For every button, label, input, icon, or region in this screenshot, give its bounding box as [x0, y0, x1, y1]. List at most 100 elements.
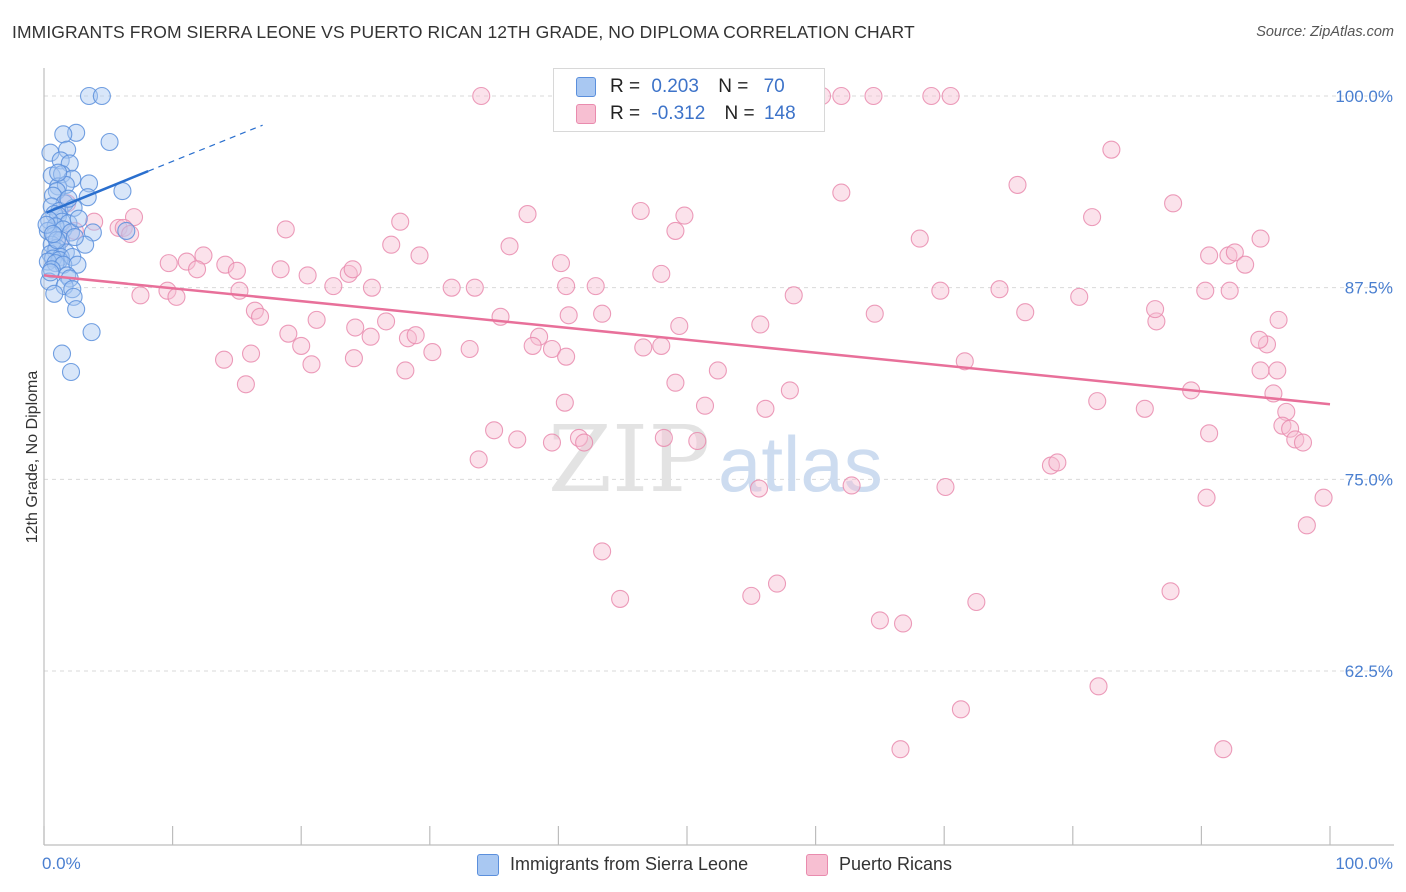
legend-label: Puerto Ricans	[839, 854, 953, 874]
puerto-ricans-point-4	[864, 86, 883, 106]
puerto-ricans-point-130	[1314, 488, 1333, 507]
source-credit: Source: ZipAtlas.com	[1256, 24, 1394, 40]
puerto-ricans-point-17	[391, 212, 410, 231]
trend-lines	[43, 124, 1331, 406]
puerto-ricans-point-66	[250, 307, 270, 326]
puerto-ricans-point-143	[1214, 740, 1233, 759]
puerto-ricans-point-102	[1281, 419, 1300, 438]
puerto-ricans-point-68	[346, 318, 365, 337]
puerto-ricans-point-84	[292, 336, 311, 355]
puerto-ricans-point-75	[559, 306, 578, 325]
n-label: N =	[724, 103, 755, 124]
puerto-ricans-point-83	[279, 324, 298, 343]
puerto-ricans-point-24	[1008, 175, 1027, 194]
puerto-ricans-point-28	[382, 235, 401, 254]
sierra-leone-point-59	[82, 323, 101, 342]
puerto-ricans-point-79	[865, 304, 884, 323]
puerto-ricans-point-56	[1196, 281, 1215, 300]
puerto-ricans-point-36	[216, 255, 235, 274]
puerto-ricans-point-128	[1048, 453, 1067, 472]
puerto-ricans-point-30	[500, 237, 519, 256]
puerto-ricans-point-90	[542, 339, 562, 359]
x-tick-label-min: 0.0%	[42, 854, 81, 873]
sierra-leone-point-69	[65, 228, 84, 247]
legend-swatch-pink	[806, 854, 828, 876]
sierra-leone-point-3	[54, 125, 73, 144]
puerto-ricans-point-85	[302, 355, 321, 374]
puerto-ricans-point-87	[423, 343, 442, 362]
y-tick-labels: 62.5% 75.0% 87.5% 100.0%	[1335, 87, 1393, 681]
sierra-leone-point-55	[63, 280, 82, 299]
puerto-ricans-point-37	[227, 261, 246, 280]
r-value: 0.203	[651, 76, 699, 97]
watermark-atlas: atlas	[718, 420, 883, 508]
puerto-ricans-point-118	[575, 433, 594, 452]
puerto-ricans-point-92	[634, 338, 653, 357]
trend-line-puerto-ricans	[43, 274, 1331, 406]
puerto-ricans-point-61	[1236, 255, 1255, 274]
puerto-ricans-point-137	[893, 614, 913, 633]
sierra-leone-point-64	[41, 263, 60, 282]
y-tick-label-3: 100.0%	[1335, 87, 1393, 106]
puerto-ricans-point-69	[361, 327, 380, 346]
puerto-ricans-point-123	[542, 433, 562, 452]
puerto-ricans-point-58	[1225, 243, 1244, 262]
sierra-leone-point-58	[67, 300, 86, 319]
legend-swatch-pink	[576, 104, 596, 124]
puerto-ricans-point-113	[1135, 399, 1154, 418]
puerto-ricans-point-33	[159, 254, 178, 273]
puerto-ricans-point-97	[1268, 361, 1287, 380]
trend-line-sierra-leone-dashed	[147, 124, 263, 172]
puerto-ricans-point-22	[910, 229, 929, 248]
puerto-ricans-point-47	[586, 277, 605, 296]
puerto-ricans-point-59	[1200, 246, 1219, 265]
puerto-ricans-point-44	[442, 278, 461, 297]
puerto-ricans-point-39	[298, 266, 317, 285]
watermark: ZIP atlas	[548, 406, 883, 513]
r-label: R =	[610, 76, 641, 97]
puerto-ricans-point-5	[922, 86, 941, 106]
puerto-ricans-point-74	[530, 327, 549, 346]
legend-swatch-blue	[576, 77, 596, 97]
puerto-ricans-point-93	[652, 336, 671, 355]
puerto-ricans-point-144	[1070, 287, 1089, 306]
puerto-ricans-point-131	[1297, 516, 1316, 535]
puerto-ricans-point-43	[362, 278, 381, 297]
puerto-ricans-point-120	[688, 431, 707, 451]
puerto-ricans-point-42	[343, 260, 362, 279]
puerto-ricans-point-91	[557, 347, 576, 366]
legend-label: Immigrants from Sierra Leone	[510, 854, 749, 874]
chart-title: IMMIGRANTS FROM SIERRA LEONE VS PUERTO R…	[12, 22, 915, 42]
puerto-ricans-point-100	[1277, 402, 1296, 421]
y-tick-label-0: 62.5%	[1345, 662, 1393, 681]
y-tick-label-1: 75.0%	[1345, 470, 1393, 489]
sierra-leone-point-56	[45, 284, 64, 303]
sierra-leone-point-67	[49, 163, 68, 182]
puerto-ricans-point-27	[1251, 229, 1270, 248]
sierra-leone-point-68	[43, 224, 63, 244]
puerto-ricans-point-89	[523, 336, 542, 355]
legend-swatch-blue	[477, 854, 499, 876]
puerto-ricans-point-108	[666, 373, 685, 392]
watermark-zip: ZIP	[548, 406, 710, 513]
puerto-ricans-point-55	[990, 280, 1009, 299]
puerto-ricans-point-25	[1083, 208, 1102, 227]
puerto-ricans-point-136	[870, 611, 889, 630]
puerto-ricans-point-81	[214, 350, 234, 369]
y-tick-label-2: 87.5%	[1345, 279, 1393, 298]
series-legend: Immigrants from Sierra Leone Puerto Rica…	[0, 850, 1406, 880]
sierra-leone-point-38	[76, 235, 95, 254]
puerto-ricans-point-40	[324, 277, 343, 296]
puerto-ricans-point-126	[936, 477, 955, 497]
puerto-ricans-point-21	[675, 206, 694, 225]
puerto-ricans-point-34	[177, 252, 196, 271]
puerto-ricans-point-38	[271, 260, 290, 279]
puerto-ricans-point-86	[344, 349, 363, 368]
puerto-ricans-point-26	[1164, 194, 1183, 213]
puerto-ricans-point-104	[1293, 433, 1313, 452]
puerto-ricans-point-64	[1146, 300, 1165, 319]
puerto-ricans-point-80	[1016, 303, 1035, 322]
puerto-ricans-point-16	[276, 220, 295, 239]
puerto-ricans-point-18	[518, 205, 537, 224]
